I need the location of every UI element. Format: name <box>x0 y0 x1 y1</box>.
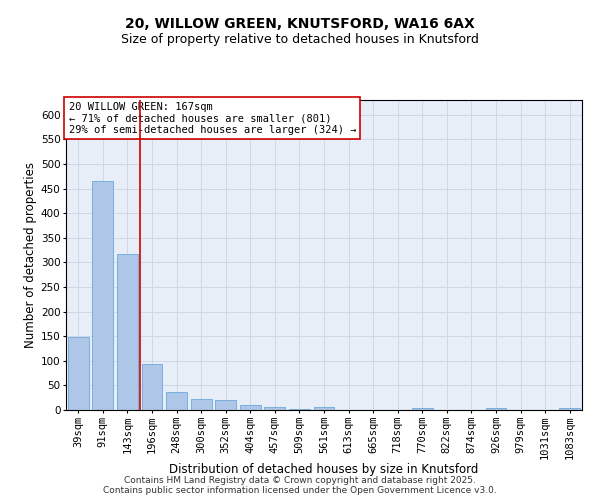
Bar <box>412 408 433 410</box>
Text: 20, WILLOW GREEN, KNUTSFORD, WA16 6AX: 20, WILLOW GREEN, KNUTSFORD, WA16 6AX <box>125 18 475 32</box>
Bar <box>68 337 89 410</box>
Bar <box>485 408 506 410</box>
Bar <box>191 399 212 410</box>
Text: 20 WILLOW GREEN: 167sqm
← 71% of detached houses are smaller (801)
29% of semi-d: 20 WILLOW GREEN: 167sqm ← 71% of detache… <box>68 102 356 134</box>
Bar <box>92 180 113 410</box>
X-axis label: Distribution of detached houses by size in Knutsford: Distribution of detached houses by size … <box>169 464 479 476</box>
Text: Contains HM Land Registry data © Crown copyright and database right 2025.
Contai: Contains HM Land Registry data © Crown c… <box>103 476 497 495</box>
Text: Size of property relative to detached houses in Knutsford: Size of property relative to detached ho… <box>121 32 479 46</box>
Bar <box>240 404 261 410</box>
Bar <box>265 406 286 410</box>
Bar <box>142 364 163 410</box>
Bar <box>166 392 187 410</box>
Bar <box>314 407 334 410</box>
Y-axis label: Number of detached properties: Number of detached properties <box>23 162 37 348</box>
Bar <box>117 254 138 410</box>
Bar <box>559 408 580 410</box>
Bar <box>215 400 236 410</box>
Bar <box>289 408 310 410</box>
